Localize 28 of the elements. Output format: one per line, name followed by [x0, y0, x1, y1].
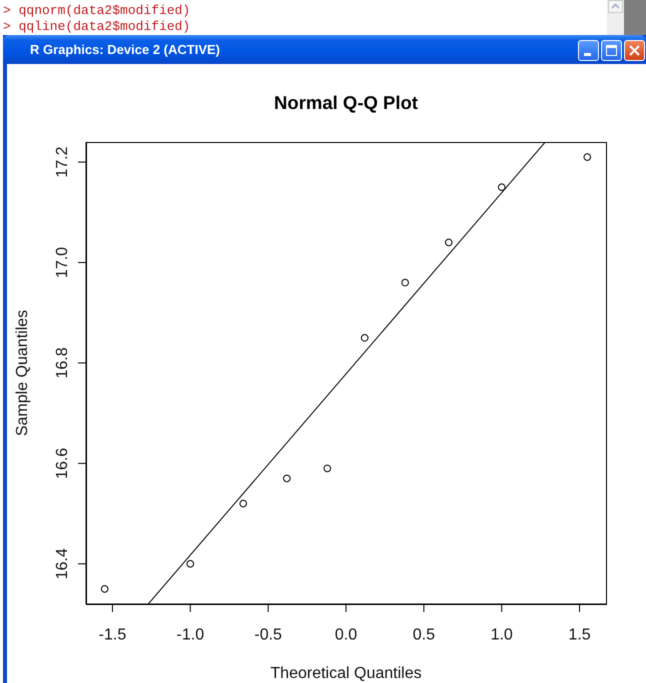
y-tick-label: 17.2 — [54, 146, 71, 178]
point — [324, 464, 332, 472]
y-axis-title: Sample Quantiles — [14, 310, 31, 436]
point — [239, 500, 248, 508]
x-tick-label: 0.5 — [412, 626, 436, 644]
y-tick-label: 16.6 — [54, 448, 71, 479]
text: R Graphics: Device 2 (ACTIVE) — [30, 42, 220, 58]
chart-title: Normal Q-Q Plot — [273, 92, 419, 114]
x-tick-label: 1.0 — [490, 626, 513, 644]
text: > qqnorm(data2$modified) — [3, 3, 190, 19]
point — [186, 560, 194, 568]
y-tick-label: 17.0 — [54, 246, 71, 278]
x-tick-label: -1.0 — [176, 626, 204, 644]
point — [444, 238, 453, 246]
point — [283, 474, 291, 482]
x-tick-label: -0.5 — [254, 626, 282, 644]
y-tick-label: 16.4 — [54, 548, 71, 580]
point — [401, 278, 409, 286]
point — [584, 153, 592, 161]
x-axis-title: Theoretical Quantiles — [270, 665, 422, 682]
point — [498, 183, 506, 191]
x-tick-label: -1.5 — [98, 626, 126, 644]
point — [100, 585, 108, 593]
point — [360, 334, 368, 342]
x-tick-label: 0.0 — [334, 626, 358, 644]
x-tick-label: 1.5 — [568, 626, 591, 644]
y-tick-label: 16.8 — [54, 347, 71, 379]
text: > qqline(data2$modified) — [3, 19, 190, 35]
